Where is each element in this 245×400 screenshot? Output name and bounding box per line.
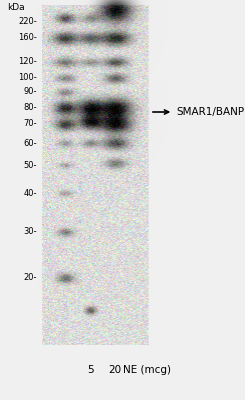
Text: 90-: 90- — [24, 88, 37, 96]
Text: 20-: 20- — [24, 274, 37, 282]
Text: 40-: 40- — [24, 188, 37, 198]
Text: SMAR1/BANP: SMAR1/BANP — [153, 107, 244, 117]
Text: 100-: 100- — [18, 74, 37, 82]
Text: 70-: 70- — [23, 120, 37, 128]
Text: 50-: 50- — [24, 160, 37, 170]
Text: NE (mcg): NE (mcg) — [123, 365, 171, 375]
Text: kDa: kDa — [7, 4, 25, 12]
Text: 5: 5 — [87, 365, 93, 375]
Text: 160-: 160- — [18, 34, 37, 42]
Text: 20: 20 — [109, 365, 122, 375]
Text: 80-: 80- — [23, 104, 37, 112]
Text: 60-: 60- — [23, 138, 37, 148]
Text: 120-: 120- — [18, 58, 37, 66]
Text: 220-: 220- — [18, 18, 37, 26]
Text: 30-: 30- — [23, 228, 37, 236]
